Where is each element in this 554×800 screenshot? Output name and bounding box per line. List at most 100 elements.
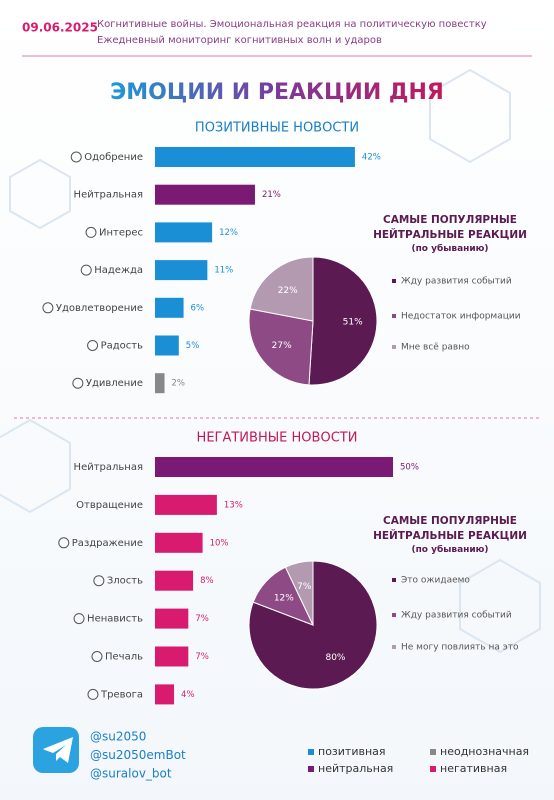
emotion-icon: [91, 651, 103, 662]
legend-swatch: [392, 314, 396, 318]
bar: [155, 494, 217, 515]
legend-label: неоднозначная: [440, 745, 529, 758]
category-label: Одобрение: [84, 152, 143, 163]
pie-slice: [284, 560, 314, 626]
bar: [155, 457, 393, 477]
value-label: 42%: [362, 153, 381, 163]
legend-swatch: [392, 279, 396, 283]
category-label: Удовлетворение: [56, 303, 143, 314]
bar: [155, 297, 184, 318]
legend-label: нейтральная: [318, 762, 393, 775]
category-label: Ненависть: [87, 614, 143, 625]
main-title: ЭМОЦИИ И РЕАКЦИИ ДНЯ: [110, 80, 444, 105]
bar: [155, 335, 179, 356]
value-label: 21%: [262, 190, 281, 200]
contact: @suralov_bot: [90, 767, 172, 781]
value-label: 13%: [224, 500, 243, 510]
bar: [155, 373, 165, 394]
date: 09.06.2025: [22, 21, 98, 35]
emotion-icon: [87, 340, 99, 351]
emotion-icon: [58, 537, 70, 549]
category-label: Интерес: [99, 227, 143, 238]
value-label: 4%: [181, 690, 195, 700]
value-label: 2%: [172, 379, 186, 389]
category-label: Раздражение: [72, 538, 143, 549]
value-label: 6%: [191, 303, 205, 313]
category-label: Тревога: [100, 689, 143, 700]
legend-label: Жду развития событий: [401, 611, 512, 621]
bar: [155, 147, 355, 167]
pie-subtitle: (по убыванию): [411, 244, 489, 254]
category-label: Нейтральная: [74, 190, 143, 201]
bar: [155, 260, 208, 281]
slice-label: 80%: [325, 653, 345, 663]
legend-label: негативная: [440, 762, 507, 775]
header-line: Ежедневный мониторинг когнитивных волн и…: [97, 35, 382, 46]
bar: [155, 570, 194, 591]
pie-slice: [308, 256, 378, 386]
legend-label: позитивная: [318, 745, 386, 758]
bar: [155, 532, 203, 553]
legend-label: Мне всё равно: [401, 343, 470, 353]
emotion-icon: [73, 613, 85, 625]
value-label: 50%: [400, 463, 419, 473]
legend-label: Это ожидаемо: [401, 576, 470, 586]
contact: @su2050emBot: [90, 748, 186, 762]
chart-title: НЕГАТИВНЫЕ НОВОСТИ: [197, 431, 358, 446]
pie-title: САМЫЕ ПОПУЛЯРНЫЕ НЕЙТРАЛЬНЫЕ РЕАКЦИИ: [373, 214, 527, 241]
legend-label: Не могу повлиять на это: [401, 643, 519, 653]
value-label: 7%: [195, 614, 209, 624]
value-label: 11%: [214, 266, 233, 276]
legend-swatch: [392, 645, 396, 649]
category-label: Надежда: [94, 265, 143, 276]
legend-label: Недостаток информации: [401, 312, 521, 322]
emotion-icon: [85, 226, 97, 238]
category-label: Удивление: [86, 378, 143, 389]
header-line: Когнитивные войны. Эмоциональная реакция…: [97, 19, 487, 30]
background-pattern: [0, 68, 541, 654]
slice-label: 12%: [274, 594, 294, 604]
emotion-icon: [80, 264, 92, 276]
emotion-icon: [72, 377, 84, 389]
bar: [155, 222, 213, 243]
value-label: 7%: [195, 652, 209, 662]
contact: @su2050: [90, 730, 146, 744]
legend-label: Жду развития событий: [401, 277, 512, 287]
legend-swatch: [392, 578, 396, 582]
value-label: 12%: [219, 228, 238, 238]
telegram-plane: [43, 737, 73, 763]
emotion-icon: [70, 151, 82, 163]
legend-swatch: [430, 766, 436, 772]
bar: [155, 184, 255, 205]
legend-swatch: [308, 766, 314, 772]
legend-swatch: [392, 613, 396, 617]
slice-label: 51%: [343, 318, 363, 328]
pie-slice: [249, 256, 314, 322]
bar: [155, 646, 189, 667]
bar: [155, 608, 189, 629]
bar: [155, 684, 175, 705]
chart-title: ПОЗИТИВНЫЕ НОВОСТИ: [195, 121, 359, 136]
legend-swatch: [392, 345, 396, 349]
category-label: Нейтральная: [74, 462, 143, 473]
pie-slice: [248, 308, 314, 386]
emotion-icon: [87, 688, 99, 700]
emotion-icon: [93, 575, 105, 587]
category-label: Отвращение: [76, 500, 143, 511]
value-label: 5%: [186, 341, 200, 351]
pie-title: САМЫЕ ПОПУЛЯРНЫЕ НЕЙТРАЛЬНЫЕ РЕАКЦИИ: [373, 515, 527, 542]
category-label: Радость: [101, 341, 144, 352]
category-label: Печаль: [105, 652, 143, 663]
value-label: 8%: [200, 576, 214, 586]
slice-label: 27%: [272, 341, 292, 351]
legend-swatch: [308, 749, 314, 755]
pie-subtitle: (по убыванию): [411, 545, 489, 555]
emotion-icon: [42, 302, 54, 314]
category-label: Злость: [107, 576, 143, 587]
slice-label: 22%: [278, 286, 298, 296]
slice-label: 7%: [297, 582, 312, 592]
legend-swatch: [430, 749, 436, 755]
value-label: 10%: [210, 538, 229, 548]
